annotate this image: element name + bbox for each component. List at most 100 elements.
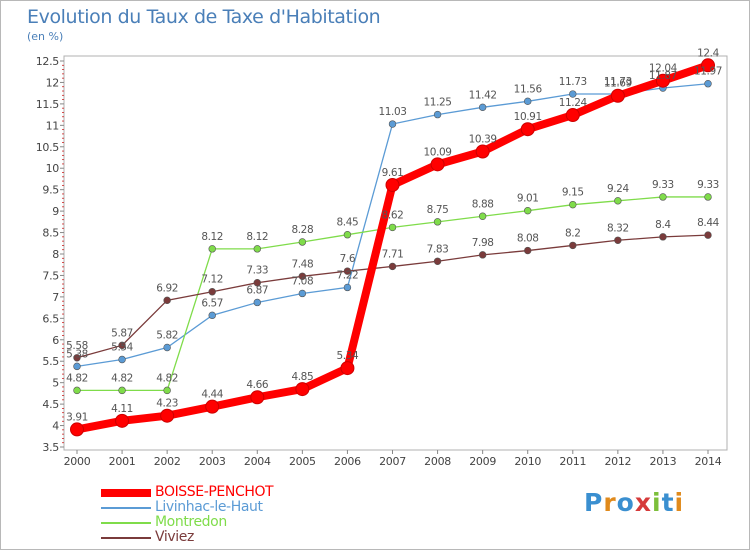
data-point-livinhac-le-haut — [73, 362, 81, 371]
data-label-boisse-penchot: 11.69 — [604, 78, 632, 90]
data-label-boisse-penchot: 10.91 — [514, 111, 542, 123]
data-point-viviez — [478, 251, 487, 259]
data-point-boisse-penchot — [655, 73, 670, 88]
data-label-boisse-penchot: 9.61 — [382, 167, 404, 179]
data-label-viviez: 7.98 — [472, 237, 494, 249]
x-tick-label: 2009 — [469, 455, 496, 468]
data-point-boisse-penchot — [610, 88, 625, 103]
y-tick-label: 9.5 — [42, 184, 59, 197]
data-point-livinhac-le-haut — [343, 283, 352, 292]
data-label-montredon: 9.24 — [607, 183, 629, 195]
data-point-viviez — [659, 233, 667, 241]
data-label-boisse-penchot: 4.11 — [111, 403, 133, 415]
x-tick-label: 2011 — [559, 455, 586, 468]
data-label-livinhac-le-haut: 7.22 — [337, 269, 359, 281]
data-point-livinhac-le-haut — [478, 103, 487, 112]
y-tick-label: 8.5 — [42, 227, 59, 240]
data-point-livinhac-le-haut — [704, 80, 712, 88]
y-tick-label: 12.5 — [36, 55, 60, 68]
data-point-viviez — [614, 236, 622, 244]
data-label-boisse-penchot: 10.09 — [424, 146, 452, 158]
data-point-livinhac-le-haut — [569, 90, 577, 98]
data-point-boisse-penchot — [430, 157, 445, 172]
data-point-viviez — [253, 279, 261, 287]
data-label-boisse-penchot: 4.44 — [201, 389, 223, 401]
data-label-livinhac-le-haut: 11.73 — [559, 76, 587, 88]
data-point-boisse-penchot — [250, 390, 265, 405]
y-tick-label: 9 — [52, 205, 59, 218]
data-point-boisse-penchot — [205, 399, 220, 414]
data-label-boisse-penchot: 4.66 — [246, 379, 268, 391]
data-label-livinhac-le-haut: 5.54 — [111, 342, 133, 354]
legend-swatch — [101, 507, 151, 509]
data-label-livinhac-le-haut: 11.56 — [514, 83, 543, 95]
data-point-viviez — [163, 296, 171, 305]
data-point-livinhac-le-haut — [163, 343, 171, 352]
y-tick-label: 3.5 — [42, 441, 59, 454]
x-tick-label: 2005 — [289, 455, 316, 468]
data-label-montredon: 8.75 — [427, 204, 449, 216]
x-tick-label: 2004 — [244, 455, 271, 468]
data-label-livinhac-le-haut: 6.87 — [246, 284, 268, 296]
data-point-montredon — [433, 218, 442, 226]
data-point-boisse-penchot — [340, 361, 355, 376]
data-label-montredon: 8.12 — [201, 231, 223, 243]
chart-title: Evolution du Taux de Taxe d'Habitation — [27, 6, 381, 28]
y-tick-label: 11.5 — [36, 98, 60, 111]
data-point-livinhac-le-haut — [208, 311, 216, 320]
data-label-boisse-penchot: 5.34 — [337, 350, 359, 362]
y-tick-label: 6.5 — [42, 312, 59, 325]
proxiti-logo: Proxiti — [584, 488, 684, 517]
x-tick-label: 2008 — [424, 455, 451, 468]
legend-swatch — [101, 489, 151, 497]
logo-letter: t — [661, 488, 675, 517]
data-point-viviez — [73, 354, 81, 362]
data-point-viviez — [208, 288, 216, 296]
logo-letter: P — [584, 488, 604, 517]
data-label-montredon: 4.82 — [156, 372, 178, 384]
data-point-boisse-penchot — [565, 108, 580, 123]
data-label-viviez: 5.87 — [111, 327, 133, 339]
y-tick-label: 10 — [46, 162, 60, 175]
data-label-livinhac-le-haut: 11.03 — [378, 106, 406, 118]
data-label-viviez: 8.2 — [565, 227, 581, 239]
data-point-livinhac-le-haut — [253, 298, 261, 307]
legend-label: Viviez — [155, 529, 194, 545]
data-label-viviez: 7.6 — [340, 253, 356, 265]
y-tick-label: 4.5 — [42, 398, 59, 411]
data-point-montredon — [478, 212, 487, 220]
data-point-livinhac-le-haut — [388, 120, 397, 128]
data-label-boisse-penchot: 4.23 — [156, 398, 178, 410]
chart-unit-label: (en %) — [27, 30, 64, 43]
data-label-livinhac-le-haut: 5.82 — [156, 329, 178, 341]
data-point-boisse-penchot — [701, 58, 715, 73]
data-label-montredon: 9.01 — [517, 193, 539, 205]
data-label-livinhac-le-haut: 11.97 — [694, 66, 722, 78]
legend-label: BOISSE-PENCHOT — [155, 484, 274, 500]
data-point-montredon — [614, 197, 622, 205]
data-label-viviez: 8.4 — [655, 219, 671, 231]
data-point-montredon — [208, 245, 216, 253]
data-point-boisse-penchot — [385, 177, 400, 192]
data-label-boisse-penchot: 3.91 — [66, 411, 88, 423]
data-point-montredon — [704, 193, 712, 201]
logo-letter: o — [616, 488, 635, 517]
data-label-montredon: 4.82 — [111, 372, 133, 384]
data-label-montredon: 8.88 — [472, 198, 494, 210]
data-point-boisse-penchot — [70, 422, 84, 437]
data-label-montredon: 9.33 — [652, 179, 674, 191]
data-label-livinhac-le-haut: 6.57 — [201, 297, 223, 309]
data-point-viviez — [569, 241, 577, 250]
x-tick-label: 2000 — [64, 455, 91, 468]
legend-swatch — [101, 537, 151, 539]
data-label-montredon: 4.82 — [66, 372, 88, 384]
data-label-boisse-penchot: 4.85 — [291, 371, 313, 383]
data-label-boisse-penchot: 11.24 — [559, 97, 588, 109]
data-point-boisse-penchot — [295, 382, 310, 397]
data-label-livinhac-le-haut: 11.73 — [604, 76, 632, 88]
x-tick-label: 2002 — [154, 455, 181, 468]
data-label-livinhac-le-haut: 5.38 — [66, 348, 88, 360]
y-tick-label: 5.5 — [42, 355, 59, 368]
data-point-montredon — [343, 231, 352, 239]
data-point-livinhac-le-haut — [433, 110, 442, 119]
